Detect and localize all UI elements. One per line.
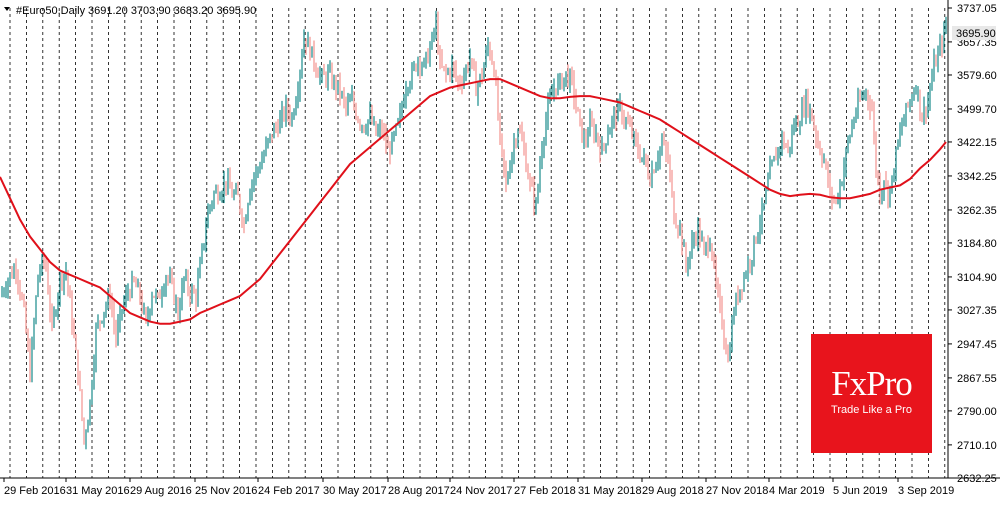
y-tick-label: 3342.25 bbox=[957, 171, 997, 183]
y-tick-label: 2710.10 bbox=[957, 440, 997, 452]
x-tick-label: 28 Aug 2017 bbox=[388, 485, 450, 497]
current-price-tag: 3695.90 bbox=[952, 26, 996, 40]
moving-average-line bbox=[0, 78, 947, 325]
x-tick-label: 3 Sep 2019 bbox=[898, 485, 954, 497]
y-tick-label: 3737.05 bbox=[957, 3, 997, 15]
x-tick-label: 30 May 2017 bbox=[323, 485, 387, 497]
y-tick-label: 3027.35 bbox=[957, 305, 997, 317]
x-tick-label: 4 Mar 2019 bbox=[769, 485, 825, 497]
logo-brand: FxPro bbox=[831, 364, 913, 403]
ohlc-values: 3691.20 3703.90 3683.20 3695.90 bbox=[88, 5, 256, 17]
y-tick-label: 2867.55 bbox=[957, 373, 997, 385]
x-tick-label: 31 May 2016 bbox=[66, 485, 130, 497]
logo-tagline: Trade Like a Pro bbox=[831, 404, 912, 416]
y-tick-label: 2632.25 bbox=[957, 473, 997, 485]
fxpro-logo: FxPro Trade Like a Pro bbox=[811, 334, 932, 453]
x-tick-label: 27 Nov 2018 bbox=[706, 485, 768, 497]
y-tick-label: 3579.60 bbox=[957, 70, 997, 82]
x-tick-label: 25 Nov 2016 bbox=[195, 485, 257, 497]
x-tick-label: 24 Nov 2017 bbox=[450, 485, 512, 497]
x-tick-label: 5 Jun 2019 bbox=[833, 485, 887, 497]
y-tick-label: 3499.70 bbox=[957, 104, 997, 116]
symbol-label: #Euro50,Daily bbox=[16, 5, 86, 17]
y-tick-label: 2947.45 bbox=[957, 339, 997, 351]
x-tick-label: 29 Aug 2018 bbox=[642, 485, 704, 497]
x-tick-label: 24 Feb 2017 bbox=[258, 485, 320, 497]
y-tick-label: 3104.90 bbox=[957, 272, 997, 284]
y-tick-label: 3262.35 bbox=[957, 205, 997, 217]
x-tick-label: 29 Aug 2016 bbox=[130, 485, 192, 497]
y-tick-label: 3422.15 bbox=[957, 137, 997, 149]
y-tick-label: 3184.80 bbox=[957, 238, 997, 250]
dropdown-triangle-icon[interactable] bbox=[4, 7, 10, 11]
x-tick-label: 29 Feb 2016 bbox=[4, 485, 66, 497]
x-tick-label: 31 May 2018 bbox=[578, 485, 642, 497]
x-tick-label: 27 Feb 2018 bbox=[514, 485, 576, 497]
y-tick-label: 2790.00 bbox=[957, 406, 997, 418]
current-price-label: 3695.90 bbox=[956, 28, 996, 40]
